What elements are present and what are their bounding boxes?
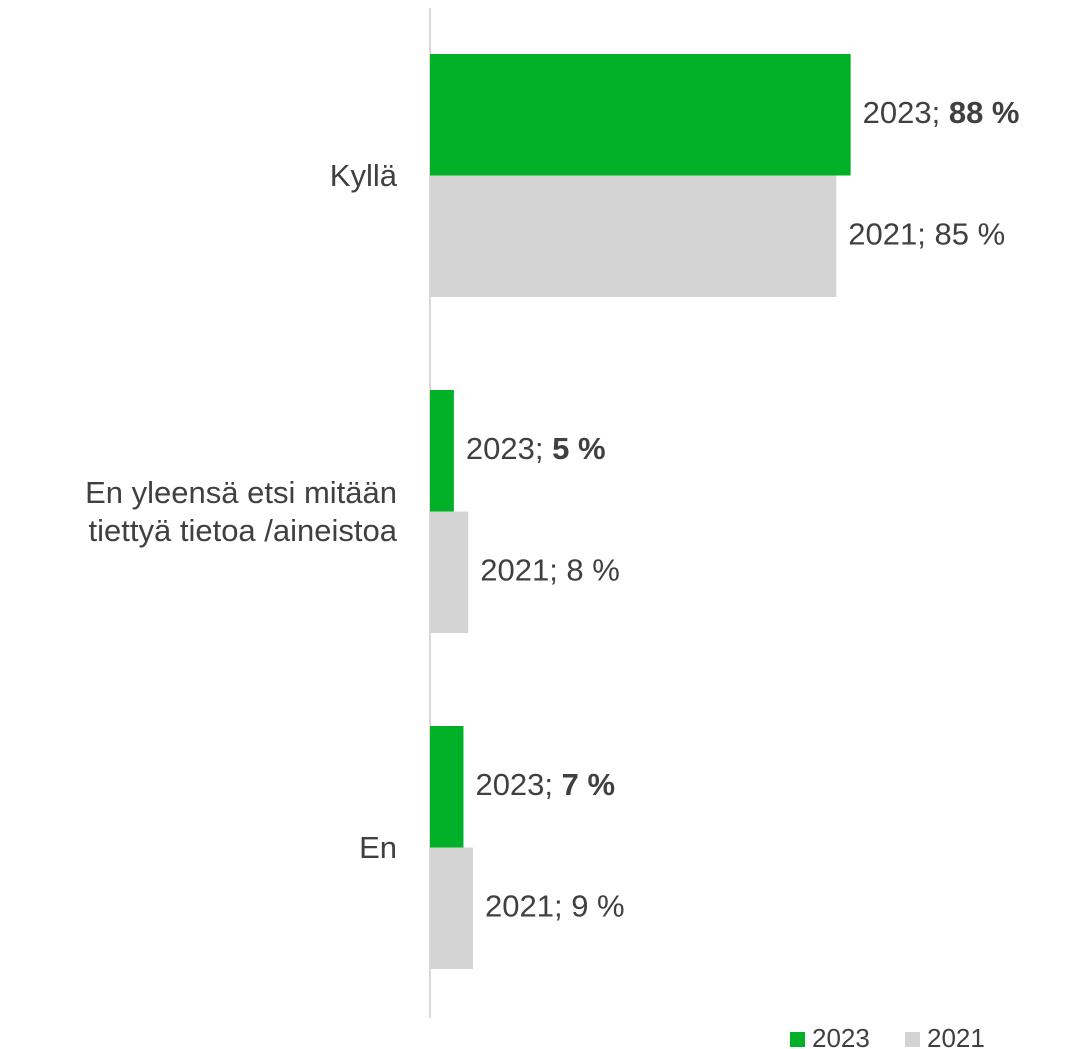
value-label: 2021; 8 %	[480, 552, 620, 587]
legend-swatch	[790, 1032, 805, 1047]
bar	[430, 847, 474, 969]
bar	[430, 390, 454, 512]
category-label: En	[359, 829, 397, 865]
bar	[430, 175, 837, 297]
bar	[430, 726, 464, 848]
category-label: En yleensä etsi mitään tiettyä tietoa /a…	[85, 474, 397, 548]
value-label: 2021; 9 %	[485, 888, 625, 923]
value-label: 2023; 7 %	[475, 767, 615, 802]
legend-swatch	[905, 1032, 920, 1047]
legend-label: 2021	[927, 1023, 985, 1049]
category-label: Kyllä	[329, 157, 397, 193]
value-label: 2023; 88 %	[863, 95, 1020, 130]
legend-label: 2023	[812, 1023, 870, 1049]
bar	[430, 511, 469, 633]
bar	[430, 54, 851, 176]
value-label: 2023; 5 %	[466, 431, 606, 466]
value-label: 2021; 85 %	[848, 216, 1005, 251]
